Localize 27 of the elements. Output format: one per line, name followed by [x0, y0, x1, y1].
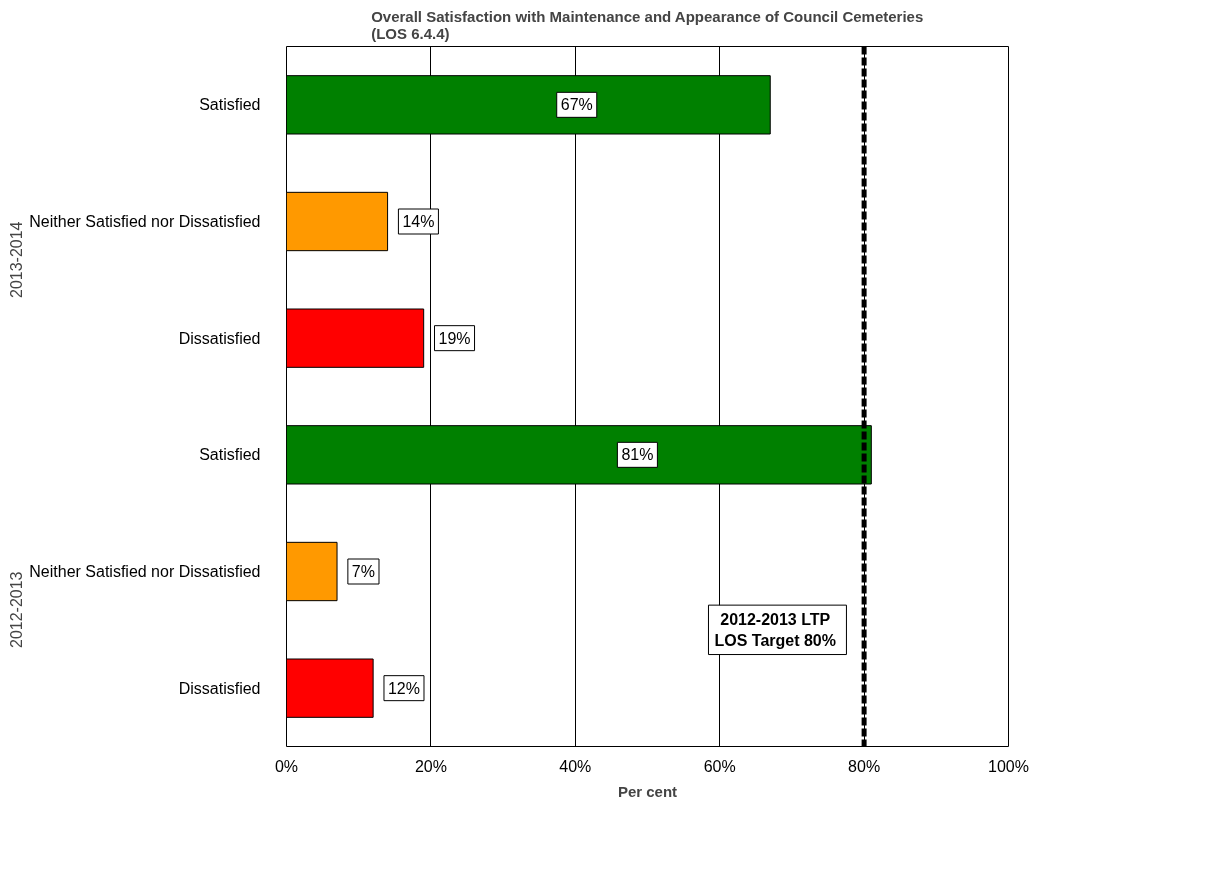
x-tick-label: 40%: [559, 757, 592, 775]
text: 2012-2013: [7, 571, 25, 649]
data-label: 12%: [387, 679, 420, 697]
y-tick-label: Dissatisfied: [178, 329, 261, 347]
text: 2013-2014: [7, 221, 25, 299]
bar: [286, 191, 389, 252]
y-tick-label: Neither Satisfied nor Dissatisfied: [29, 563, 261, 580]
bar: [286, 541, 338, 602]
data-label: 14%: [402, 213, 435, 230]
x-tick-label: 20%: [414, 757, 447, 775]
y-tick-label: Satisfied: [199, 446, 261, 464]
bar: [286, 658, 374, 718]
x-tick-label: 0%: [274, 757, 299, 775]
data-label: 7%: [351, 563, 375, 580]
y-tick-label: Dissatisfied: [178, 679, 261, 697]
bar: [286, 308, 425, 368]
data-label: 67%: [560, 96, 593, 114]
x-tick-label: 80%: [848, 757, 881, 775]
x-tick-label: 100%: [988, 757, 1029, 775]
ref-line-label: 2012-2013 LTP LOS Target 80%: [714, 611, 836, 649]
y-tick-label: Neither Satisfied nor Dissatisfied: [29, 213, 261, 230]
x-tick-label: 60%: [703, 757, 736, 775]
chart-title: Overall Satisfaction with Maintenance and Appearance of Council Cemeteries (LOS 6.4.4): [371, 7, 924, 42]
data-label: 19%: [438, 329, 471, 347]
y-tick-label: Satisfied: [199, 96, 261, 114]
data-label: 81%: [621, 446, 654, 464]
x-axis-title: Per cent: [617, 782, 678, 800]
